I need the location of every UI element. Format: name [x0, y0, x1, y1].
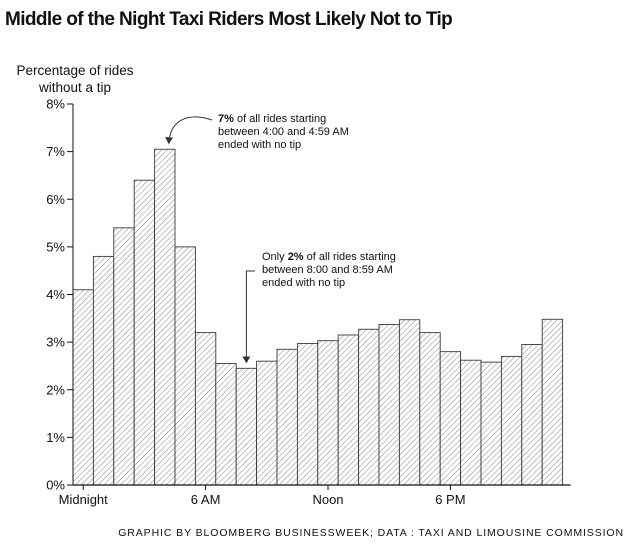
annotation-line: 7% of all rides starting [218, 113, 326, 125]
y-tick-label: 4% [46, 287, 65, 302]
bar [317, 340, 339, 486]
y-tick-label: 3% [46, 335, 65, 350]
y-axis-label-line-1: Percentage of rides [16, 63, 134, 78]
bar [256, 360, 278, 486]
bar [113, 227, 135, 486]
annotation-arrow-2 [242, 270, 255, 364]
y-tick-label: 2% [46, 382, 65, 397]
bar [500, 355, 523, 486]
bar [419, 332, 441, 486]
bar [460, 359, 482, 486]
bar [398, 319, 421, 486]
bar [296, 343, 319, 486]
x-tick-label: 6 PM [435, 492, 465, 507]
bar [358, 328, 380, 486]
bar [92, 255, 115, 486]
y-tick-label: 6% [46, 192, 65, 207]
bar [276, 348, 298, 486]
annotation-rest: of all rides starting [304, 251, 396, 263]
annotation-arrow-1 [165, 116, 213, 145]
y-tick-label: 0% [46, 478, 65, 493]
bar [154, 148, 176, 486]
x-tick-label: 6 AM [191, 492, 221, 507]
bar [541, 318, 564, 486]
y-tick-label: 1% [46, 430, 65, 445]
bar [439, 351, 462, 486]
y-axis-label: Percentage of rides without a tip [0, 62, 150, 96]
annotation-line: ended with no tip [218, 139, 301, 151]
x-tick-label: Noon [312, 492, 343, 507]
bar [215, 363, 237, 486]
annotation-line: between 4:00 and 4:59 AM [218, 126, 349, 138]
bar [133, 179, 156, 486]
chart-title: Middle of the Night Taxi Riders Most Lik… [5, 9, 453, 30]
bar [194, 332, 217, 486]
annotation-line: between 8:00 and 8:59 AM [262, 264, 393, 276]
bar [521, 344, 543, 486]
bar [337, 334, 360, 486]
annotation-prefix: Only [262, 251, 288, 263]
bar [378, 324, 400, 486]
annotation-highlight: 2% [288, 251, 304, 263]
annotation-line: Only 2% of all rides starting [262, 251, 396, 263]
annotation-rest: of all rides starting [234, 113, 326, 125]
source-credit: GRAPHIC BY BLOOMBERG BUSINESSWEEK; DATA … [118, 527, 624, 539]
bar [480, 361, 502, 486]
bar [72, 289, 94, 486]
bar [235, 367, 258, 486]
y-tick-label: 8% [46, 97, 65, 112]
y-tick-label: 5% [46, 239, 65, 254]
y-tick-label: 7% [46, 144, 65, 159]
y-axis-label-line-2: without a tip [38, 80, 112, 95]
x-tick-label: Midnight [59, 492, 109, 507]
annotation-line: ended with no tip [262, 277, 345, 289]
bar [174, 246, 196, 486]
annotation-highlight: 7% [218, 113, 234, 125]
